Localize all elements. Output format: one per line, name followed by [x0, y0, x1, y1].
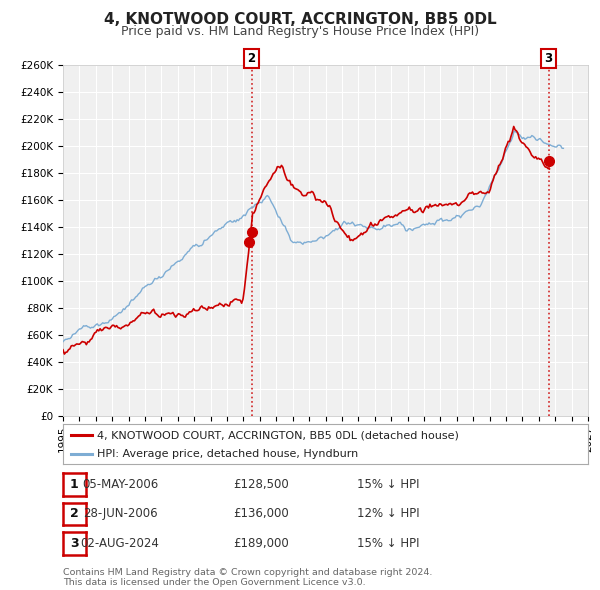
Text: 15% ↓ HPI: 15% ↓ HPI: [357, 537, 419, 550]
Text: 05-MAY-2006: 05-MAY-2006: [82, 478, 158, 491]
Text: 2: 2: [70, 507, 79, 520]
Text: HPI: Average price, detached house, Hyndburn: HPI: Average price, detached house, Hynd…: [97, 450, 358, 459]
Text: Price paid vs. HM Land Registry's House Price Index (HPI): Price paid vs. HM Land Registry's House …: [121, 25, 479, 38]
Text: 12% ↓ HPI: 12% ↓ HPI: [357, 507, 419, 520]
Text: 1: 1: [70, 478, 79, 491]
Text: 4, KNOTWOOD COURT, ACCRINGTON, BB5 0DL (detached house): 4, KNOTWOOD COURT, ACCRINGTON, BB5 0DL (…: [97, 430, 459, 440]
Text: £136,000: £136,000: [233, 507, 289, 520]
Text: 15% ↓ HPI: 15% ↓ HPI: [357, 478, 419, 491]
Text: 02-AUG-2024: 02-AUG-2024: [80, 537, 160, 550]
Text: 28-JUN-2006: 28-JUN-2006: [83, 507, 157, 520]
Text: 2: 2: [248, 52, 256, 65]
Text: 4, KNOTWOOD COURT, ACCRINGTON, BB5 0DL: 4, KNOTWOOD COURT, ACCRINGTON, BB5 0DL: [104, 12, 496, 27]
Text: 3: 3: [545, 52, 553, 65]
Text: £128,500: £128,500: [233, 478, 289, 491]
Text: 3: 3: [70, 537, 79, 550]
Text: Contains HM Land Registry data © Crown copyright and database right 2024.
This d: Contains HM Land Registry data © Crown c…: [63, 568, 433, 587]
Text: £189,000: £189,000: [233, 537, 289, 550]
